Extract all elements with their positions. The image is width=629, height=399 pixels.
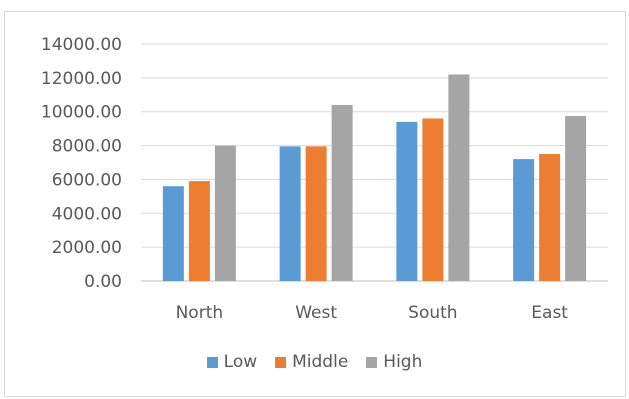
legend-swatch — [366, 356, 378, 368]
bars — [162, 74, 587, 281]
bar-high-north — [214, 145, 236, 281]
legend-swatch — [206, 356, 218, 368]
y-tick-label: 8000.00 — [52, 137, 122, 157]
y-tick-label: 14000.00 — [41, 35, 122, 55]
y-tick-label: 0.00 — [84, 272, 122, 292]
bar-middle-east — [539, 154, 561, 281]
bar-low-west — [279, 146, 301, 281]
x-axis-tick-labels: North West South East — [176, 303, 569, 323]
bar-low-north — [162, 186, 184, 281]
y-tick-label: 6000.00 — [52, 170, 122, 190]
bar-middle-south — [422, 118, 444, 281]
legend-item-middle: Middle — [275, 352, 348, 372]
bar-middle-north — [188, 181, 210, 281]
y-tick-label: 2000.00 — [52, 238, 122, 258]
y-tick-label: 10000.00 — [41, 103, 122, 123]
bar-high-south — [448, 74, 470, 281]
bar-low-east — [513, 159, 535, 281]
legend-item-low: Low — [206, 352, 258, 372]
x-tick-label: North — [176, 303, 224, 323]
legend-swatch — [275, 356, 287, 368]
legend-label: Low — [223, 352, 258, 372]
legend-label: Middle — [292, 352, 349, 372]
bar-high-west — [331, 104, 353, 281]
legend-item-high: High — [366, 352, 422, 372]
bar-low-south — [396, 121, 418, 281]
bar-high-east — [565, 115, 587, 281]
y-tick-label: 4000.00 — [52, 204, 122, 224]
gridlines — [141, 43, 608, 282]
x-tick-label: West — [295, 303, 337, 323]
legend: Low Middle High — [0, 352, 629, 372]
x-tick-label: South — [408, 303, 457, 323]
legend-label: High — [383, 352, 423, 372]
x-tick-label: East — [531, 303, 568, 323]
y-axis-tick-labels: 0.00 2000.00 4000.00 6000.00 8000.00 10000.00… — [41, 35, 122, 292]
bar-middle-west — [305, 146, 327, 281]
y-tick-label: 12000.00 — [41, 69, 122, 89]
